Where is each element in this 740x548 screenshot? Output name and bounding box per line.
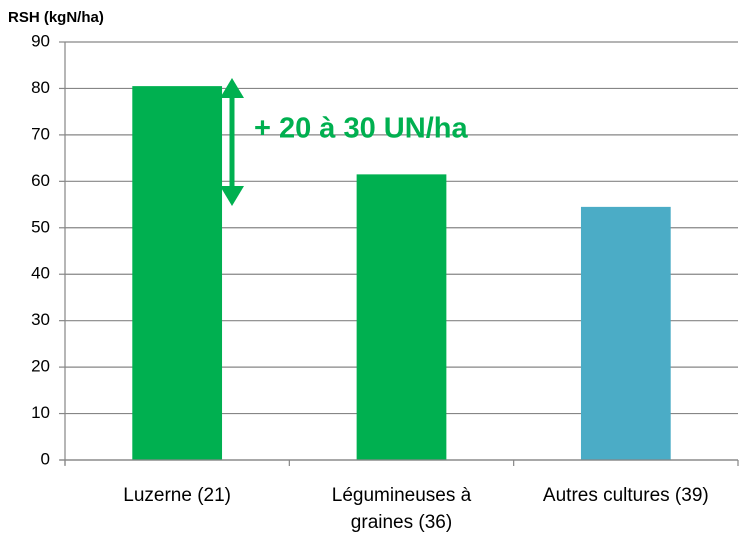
bars xyxy=(132,86,671,460)
y-tick-label: 30 xyxy=(31,310,50,329)
y-axis-label: RSH (kgN/ha) xyxy=(8,9,104,26)
y-tick-label: 10 xyxy=(31,403,50,422)
bar xyxy=(356,174,447,460)
y-tick-label: 40 xyxy=(31,264,50,283)
x-tick-label: Luzerne (21) xyxy=(123,485,232,506)
y-tick-label: 60 xyxy=(31,171,50,190)
y-tick-label: 90 xyxy=(31,31,50,50)
y-tick-label: 80 xyxy=(31,78,50,97)
annotation-arrow xyxy=(220,78,244,206)
y-tick-label: 50 xyxy=(31,217,50,236)
x-tick-label: Autres cultures (39) xyxy=(542,485,709,506)
bar xyxy=(132,86,223,460)
bar xyxy=(580,206,671,460)
annotation: + 20 à 30 UN/ha xyxy=(254,113,468,145)
x-tick-label: Légumineuses à graines (36) xyxy=(331,485,472,533)
y-tick-label: 70 xyxy=(31,124,50,143)
y-tick-label: 20 xyxy=(31,357,50,376)
y-tick-label: 0 xyxy=(41,449,50,468)
